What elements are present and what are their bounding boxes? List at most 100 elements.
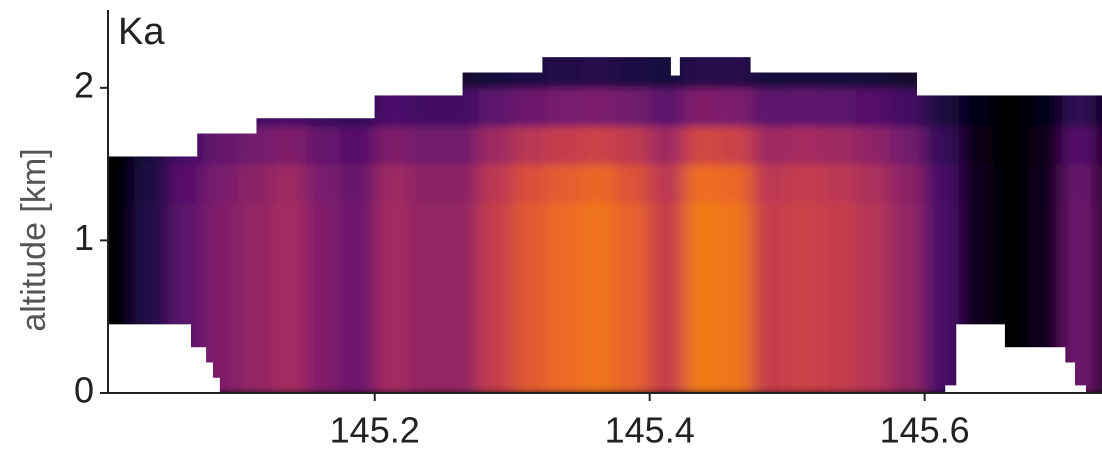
heatmap-cell (959, 57, 994, 89)
heatmap-cell (649, 354, 685, 394)
heatmap-cell (108, 240, 135, 280)
heatmap-cell (890, 125, 926, 165)
heatmap-cell (409, 125, 444, 165)
heatmap-cell (374, 125, 410, 165)
heatmap-cell (1027, 57, 1063, 89)
heatmap-cell (580, 164, 616, 203)
heatmap-cell (1062, 87, 1098, 127)
heatmap-cell (787, 164, 823, 203)
heatmap-cell (993, 125, 1029, 165)
heatmap-cell (271, 278, 307, 318)
heatmap-cell (821, 278, 857, 318)
heatmap-cell (890, 316, 926, 356)
heatmap-cell (477, 278, 513, 318)
heatmap-cell (271, 354, 307, 394)
heatmap-cell (684, 354, 719, 394)
heatmap-cell (787, 87, 823, 127)
heatmap-cell (305, 125, 341, 165)
heatmap-cell (443, 354, 479, 394)
heatmap-cell (134, 202, 169, 241)
plot-area (108, 57, 1102, 394)
heatmap-cell (993, 240, 1029, 280)
heatmap-cell (787, 240, 823, 280)
heatmap-cell (443, 316, 479, 356)
heatmap-cell (477, 57, 513, 89)
heatmap-cell (649, 57, 685, 89)
no-data-region (945, 385, 957, 393)
heatmap-cell (443, 240, 479, 280)
y-axis-label: altitude [km] (15, 148, 53, 331)
heatmap-cells (108, 57, 1102, 394)
heatmap-cell (580, 240, 616, 280)
heatmap-cell (752, 202, 788, 241)
heatmap-cell (684, 240, 719, 280)
heatmap-cell (718, 125, 754, 165)
heatmap-cell (1062, 240, 1098, 280)
heatmap-cell (340, 125, 376, 165)
heatmap-cell (752, 57, 788, 89)
heatmap-cell (580, 57, 616, 89)
no-data-region (205, 362, 213, 393)
heatmap-cell (271, 87, 307, 127)
heatmap-cell (134, 125, 169, 165)
heatmap-cell (305, 202, 341, 241)
heatmap-cell (374, 57, 410, 89)
heatmap-cell (890, 202, 926, 241)
heatmap-cell (340, 354, 376, 394)
heatmap-cell (134, 87, 169, 127)
heatmap-cell (1027, 202, 1063, 241)
no-data-region (190, 347, 207, 393)
heatmap-cell (271, 316, 307, 356)
heatmap-cell (821, 316, 857, 356)
heatmap-cell (615, 202, 651, 241)
heatmap-cell (924, 278, 960, 318)
heatmap-cell (684, 87, 719, 127)
heatmap-cell (993, 57, 1029, 89)
heatmap-cell (168, 240, 204, 280)
heatmap-cell (1096, 240, 1102, 280)
heatmap-cell (271, 240, 307, 280)
heatmap-cell (340, 316, 376, 356)
heatmap-cell (752, 125, 788, 165)
heatmap-cell (993, 164, 1029, 203)
heatmap-cell (890, 87, 926, 127)
heatmap-cell (1062, 316, 1098, 356)
heatmap-cell (924, 240, 960, 280)
heatmap-cell (340, 87, 376, 127)
heatmap-cell (202, 202, 238, 241)
heatmap-cell (409, 87, 444, 127)
y-tick-label: 1 (74, 217, 94, 258)
heatmap-cell (512, 57, 548, 89)
heatmap-cell (443, 87, 479, 127)
heatmap-cell (855, 125, 891, 165)
heatmap-cell (168, 125, 204, 165)
heatmap-cell (924, 87, 960, 127)
heatmap-cell (202, 316, 238, 356)
heatmap-cell (305, 316, 341, 356)
heatmap-cell (409, 240, 444, 280)
heatmap-cell (237, 87, 273, 127)
heatmap-cell (443, 57, 479, 89)
heatmap-cell (409, 278, 444, 318)
heatmap-cell (821, 164, 857, 203)
heatmap-cell (649, 316, 685, 356)
heatmap-cell (443, 278, 479, 318)
heatmap-cell (374, 316, 410, 356)
heatmap-cell (305, 87, 341, 127)
heatmap-cell (1027, 125, 1063, 165)
heatmap-cell (477, 240, 513, 280)
heatmap-cell (477, 164, 513, 203)
heatmap-cell (340, 202, 376, 241)
heatmap-cell (512, 87, 548, 127)
heatmap-cell (718, 164, 754, 203)
no-data-region (108, 324, 191, 393)
heatmap-cell (924, 316, 960, 356)
heatmap-cell (855, 57, 891, 89)
heatmap-cell (615, 57, 651, 89)
no-data-region (956, 324, 1005, 393)
heatmap-cell (787, 354, 823, 394)
heatmap-cell (684, 278, 719, 318)
heatmap-cell (443, 125, 479, 165)
heatmap-cell (1062, 57, 1098, 89)
